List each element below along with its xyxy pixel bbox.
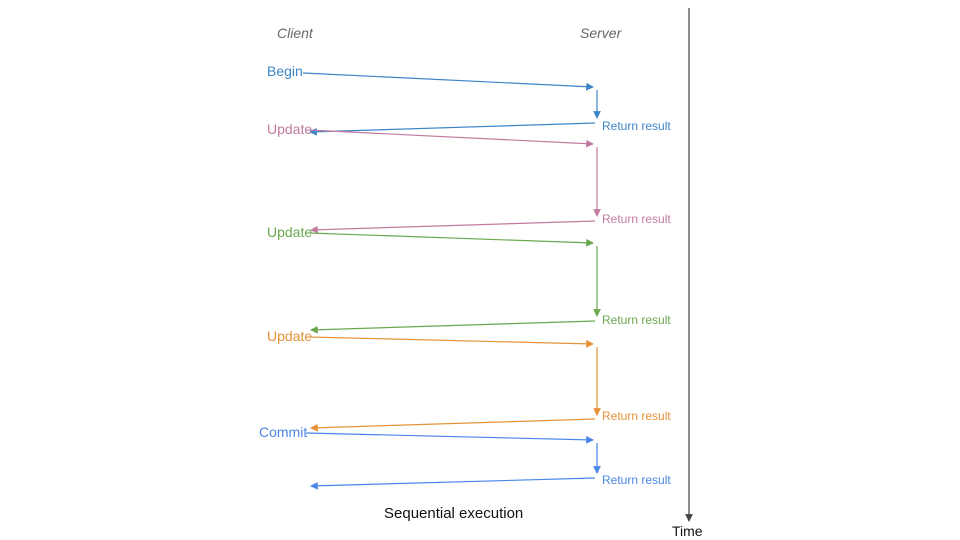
message-label-update-3: Update [267, 328, 313, 344]
return-result-label-commit: Return result [602, 473, 671, 487]
begin-return-arrow [309, 122, 596, 136]
message-label-begin: Begin [267, 63, 303, 79]
client-header: Client [277, 25, 313, 41]
message-label-update-2: Update [267, 224, 313, 240]
update2-request-arrow [308, 232, 594, 247]
commit-request-arrow [305, 432, 594, 444]
server-header: Server [580, 25, 622, 41]
return-result-label-update-3: Return result [602, 409, 671, 423]
return-result-label-begin: Return result [602, 119, 671, 133]
return-result-label-update-2: Return result [602, 313, 671, 327]
update2-return-arrow [310, 320, 596, 334]
update1-return-arrow [310, 220, 596, 234]
update3-request-arrow [308, 336, 594, 348]
message-label-commit: Commit [259, 424, 308, 440]
time-axis-label: Time [672, 523, 703, 539]
update3-return-arrow [310, 418, 596, 432]
commit-return-arrow [310, 477, 596, 490]
return-result-label-update-1: Return result [602, 212, 671, 226]
begin-request-arrow [302, 72, 594, 91]
message-label-update-1: Update [267, 121, 313, 137]
update1-request-arrow [308, 129, 594, 148]
diagram-caption: Sequential execution [384, 505, 524, 522]
